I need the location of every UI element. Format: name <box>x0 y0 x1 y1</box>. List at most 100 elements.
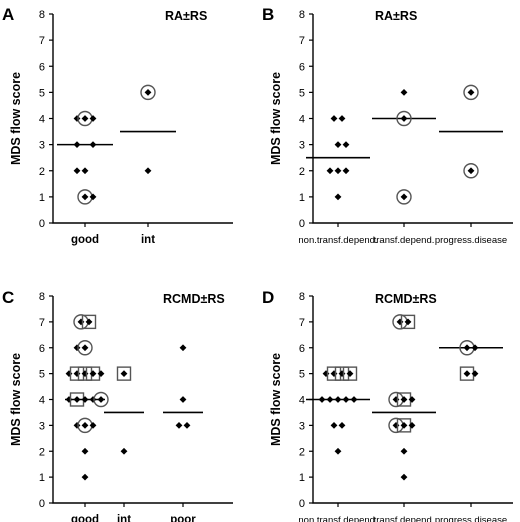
y-tick-label: 0 <box>299 498 305 510</box>
data-point <box>65 370 73 378</box>
data-point <box>65 396 73 403</box>
data-point <box>175 421 183 429</box>
data-point <box>77 318 85 326</box>
y-tick-label: 5 <box>299 369 305 381</box>
y-tick-label: 4 <box>39 395 45 407</box>
data-point <box>73 167 81 175</box>
data-point <box>183 421 191 429</box>
y-axis-label: MDS flow score <box>9 353 23 446</box>
data-point <box>396 318 404 326</box>
y-tick-label: 2 <box>299 446 305 458</box>
y-tick-label: 7 <box>299 317 305 329</box>
data-point <box>179 344 187 352</box>
circle-marker <box>140 84 156 101</box>
panel-title: RCMD±RS <box>163 292 225 306</box>
circle-marker <box>463 84 479 101</box>
panel-letter: D <box>262 288 274 307</box>
y-tick-label: 3 <box>299 140 305 152</box>
square-marker <box>116 366 132 381</box>
data-point <box>392 396 400 403</box>
x-tick-label: transf.depend. <box>374 235 435 246</box>
y-axis-label: MDS flow score <box>269 353 283 446</box>
data-point <box>471 344 479 352</box>
y-tick-label: 4 <box>299 395 305 407</box>
y-tick-label: 8 <box>299 291 305 303</box>
x-tick-label: good <box>71 514 99 522</box>
data-point <box>334 141 342 149</box>
data-point <box>400 396 408 403</box>
data-point <box>89 396 97 403</box>
y-tick-label: 1 <box>299 192 305 204</box>
data-point <box>338 421 346 429</box>
y-tick-label: 4 <box>299 114 305 126</box>
data-point <box>334 167 342 175</box>
data-point <box>330 115 338 122</box>
data-point <box>334 193 342 201</box>
data-point <box>338 370 346 378</box>
y-tick-label: 8 <box>299 9 305 21</box>
data-point <box>81 370 89 378</box>
data-point <box>144 88 152 96</box>
square-marker <box>342 366 358 381</box>
data-point <box>73 421 81 429</box>
data-point <box>400 115 408 122</box>
y-tick-label: 3 <box>39 140 45 152</box>
data-point <box>334 396 342 403</box>
y-tick-label: 3 <box>39 420 45 432</box>
data-point <box>81 421 89 429</box>
y-tick-label: 8 <box>39 9 45 21</box>
data-point <box>81 193 89 201</box>
x-tick-label: progress.disease <box>435 235 507 246</box>
panel-title: RA±RS <box>165 9 207 23</box>
data-point <box>81 396 89 403</box>
data-point <box>334 447 342 455</box>
y-tick-label: 0 <box>39 498 45 510</box>
data-point <box>73 396 81 403</box>
y-tick-label: 2 <box>39 446 45 458</box>
data-point <box>120 370 128 378</box>
data-point <box>120 447 128 455</box>
data-point <box>89 421 97 429</box>
y-tick-label: 7 <box>39 35 45 47</box>
x-tick-label: progress.disease <box>435 515 507 522</box>
circle-marker <box>396 110 412 127</box>
data-point <box>144 167 152 175</box>
data-point <box>73 344 81 352</box>
data-point <box>318 396 326 403</box>
data-point <box>81 447 89 455</box>
circle-marker <box>77 340 93 356</box>
y-tick-label: 1 <box>299 472 305 484</box>
panel-letter: C <box>2 288 14 307</box>
data-point <box>89 115 97 122</box>
data-point <box>408 396 416 403</box>
data-point <box>179 396 187 403</box>
data-point <box>322 370 330 378</box>
panel-title: RA±RS <box>375 9 417 23</box>
y-tick-label: 4 <box>39 114 45 126</box>
y-tick-label: 6 <box>299 61 305 73</box>
data-point <box>342 141 350 149</box>
data-point <box>330 421 338 429</box>
y-tick-label: 5 <box>39 369 45 381</box>
data-point <box>97 396 105 403</box>
y-tick-label: 2 <box>39 166 45 178</box>
panel-d: D RCMD±RS 0 1 2 3 4 5 6 7 8 MDS flow score non.trans… <box>262 288 513 522</box>
data-point <box>404 318 412 326</box>
y-tick-label: 1 <box>39 192 45 204</box>
data-point <box>342 396 350 403</box>
y-tick-label: 1 <box>39 472 45 484</box>
circle-marker <box>396 189 412 205</box>
y-tick-label: 2 <box>299 166 305 178</box>
data-point <box>400 447 408 455</box>
data-point <box>400 88 408 96</box>
x-tick-label: int <box>117 514 131 522</box>
data-point <box>326 396 334 403</box>
data-point <box>463 344 471 352</box>
square-marker <box>400 314 416 330</box>
x-tick-label: transf.depend. <box>374 515 435 522</box>
data-point <box>408 421 416 429</box>
panel-letter: A <box>2 5 14 24</box>
square-marker <box>81 314 97 330</box>
data-point <box>471 370 479 378</box>
